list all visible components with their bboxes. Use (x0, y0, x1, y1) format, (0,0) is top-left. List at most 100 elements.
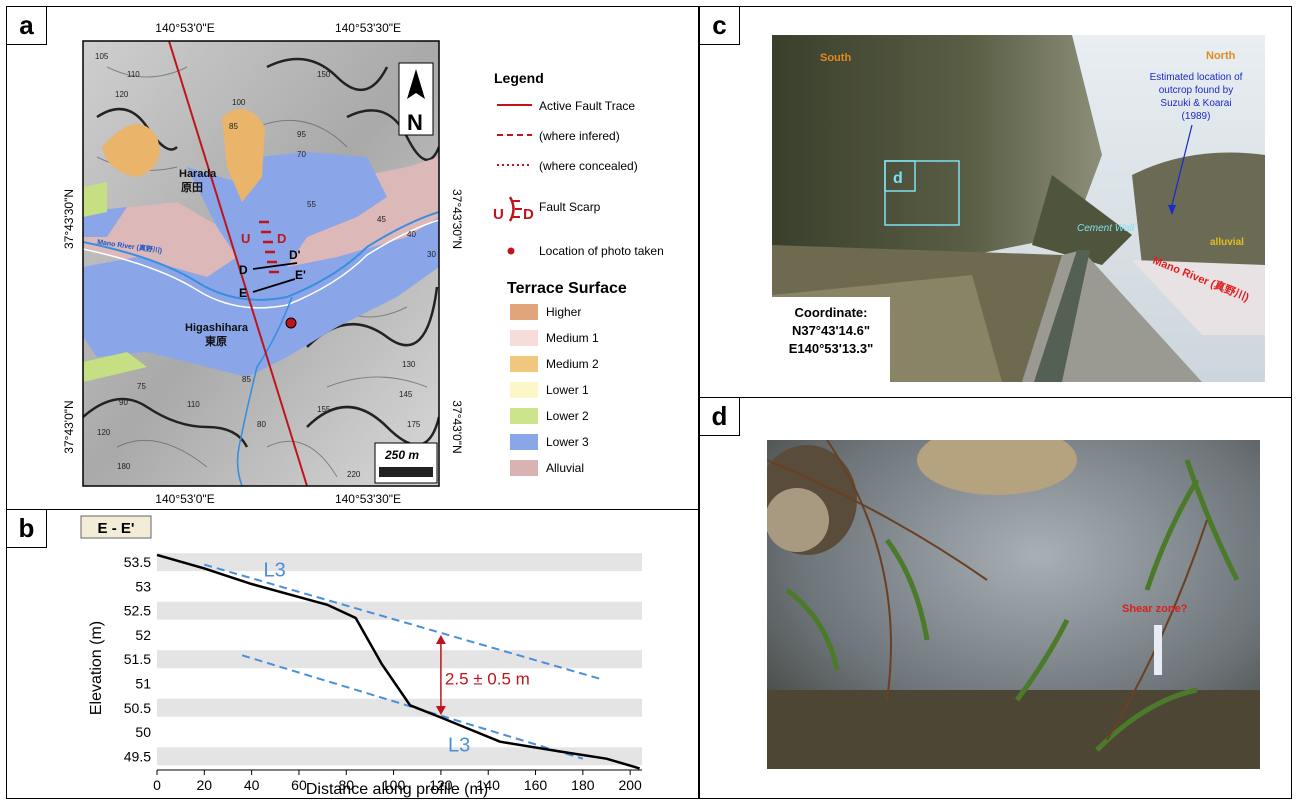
svg-text:Fault Scarp: Fault Scarp (539, 200, 601, 214)
panel-d: d Shear zone? (699, 397, 1292, 799)
y-axis-label: Elevation (m) (88, 621, 105, 715)
svg-text:D: D (523, 206, 534, 223)
tick-bottom-0: 140°53'0"E (155, 492, 214, 506)
section-line-dd (252, 262, 298, 270)
svg-text:Lower 2: Lower 2 (546, 409, 589, 423)
photo-d-note: Shear zone? (1122, 603, 1188, 615)
coordinate-box (772, 297, 890, 382)
svg-text:155: 155 (317, 405, 331, 414)
label-e: E (239, 286, 247, 300)
elevation-profile-chart: E - E' 0 20 40 60 80 100 120 140 160 180 200 53.5 5… (80, 515, 642, 798)
panel-label-a: a (7, 7, 47, 45)
grid-band (157, 698, 642, 717)
panel-c: c d South North Estimated location of ou… (699, 6, 1292, 399)
section-line-ee (252, 278, 296, 293)
photo-c-south: South (820, 52, 851, 64)
grid-band (157, 747, 642, 766)
y-tick-label: 51 (135, 675, 151, 691)
svg-text:30: 30 (427, 250, 436, 259)
arrow-head-up (435, 634, 446, 644)
panel-label-d: d (700, 398, 740, 436)
photo-c-cement-wall: Cement Wall (1077, 223, 1135, 234)
svg-text:175: 175 (407, 420, 421, 429)
svg-text:150: 150 (317, 70, 331, 79)
profile-box (80, 515, 152, 539)
svg-text:Estimated location of: Estimated location of (1150, 72, 1243, 83)
terrace-legend-items: Higher Medium 1 Medium 2 Lower 1 Lower 2… (510, 304, 599, 476)
tick-left-0: 37°43'30"N (62, 189, 76, 249)
x-tick-label: 200 (618, 777, 642, 793)
svg-text:145: 145 (399, 390, 413, 399)
svg-text:120: 120 (97, 428, 111, 437)
svg-text:110: 110 (187, 400, 200, 409)
svg-text:85: 85 (242, 375, 251, 384)
tick-top-1: 140°53'30"E (335, 21, 401, 35)
grid-band (157, 553, 642, 572)
svg-text:40: 40 (407, 230, 416, 239)
arrow-head-down (435, 706, 446, 716)
scarp-label-d: D (277, 231, 286, 246)
x-tick-label: 40 (244, 777, 260, 793)
svg-text:85: 85 (229, 122, 238, 131)
svg-text:105: 105 (95, 52, 109, 61)
profile-box-label: E - E' (98, 520, 135, 537)
x-tick-label: 140 (477, 777, 501, 793)
photo-c-north: North (1206, 50, 1236, 62)
offset-arrow (435, 634, 446, 716)
x-tick-label: 120 (429, 777, 453, 793)
place-higashihara: Higashihara (185, 322, 249, 334)
svg-text:180: 180 (117, 462, 131, 471)
label-d: D (239, 263, 248, 277)
inset-d-box (884, 160, 960, 226)
tick-right-0: 37°43'30"N (450, 189, 464, 249)
svg-text:70: 70 (297, 150, 306, 159)
x-tick-label: 180 (571, 777, 595, 793)
svg-text:outcrop found by: outcrop found by (1159, 85, 1234, 96)
grid-band (157, 601, 642, 620)
panel-label-b: b (7, 510, 47, 548)
place-harada-jp: 原田 (181, 181, 203, 194)
geologic-map: 105 110 120 95 70 85 100 150 55 45 40 30… (62, 21, 664, 506)
svg-text:Higher: Higher (546, 305, 581, 319)
field-photo-c: d South North Estimated location of outc… (772, 35, 1265, 382)
active-fault-trace (168, 41, 308, 486)
l3-upper-label: L3 (263, 560, 285, 582)
y-tick-label: 50 (135, 724, 151, 740)
svg-text:Active Fault Trace: Active Fault Trace (539, 99, 635, 113)
map-legend: Legend Active Fault Trace (where infered… (493, 70, 664, 476)
l3-fit-line-1 (241, 654, 584, 760)
profile-line (156, 553, 640, 770)
svg-text:Coordinate:: Coordinate: (795, 305, 868, 320)
x-tick-label: 160 (524, 777, 548, 793)
north-arrow-icon (407, 69, 425, 99)
photo-c-note: Estimated location of outcrop found by S… (1150, 72, 1243, 122)
y-tick-label: 49.5 (124, 748, 151, 764)
svg-text:U: U (493, 206, 504, 223)
lower3-area (83, 152, 439, 377)
tick-left-1: 37°43'0"N (62, 400, 76, 453)
x-tick-label: 100 (382, 777, 406, 793)
medium2-area-west (102, 124, 160, 177)
scale-pen (1154, 625, 1162, 675)
svg-text:100: 100 (232, 98, 246, 107)
x-axis-label: Distance along profile (m) (306, 781, 488, 798)
svg-text:Alluvial: Alluvial (546, 461, 584, 475)
svg-text:55: 55 (307, 200, 316, 209)
panel-b: b E - E' 0 20 40 60 80 100 120 140 160 180 200 53.… (6, 509, 699, 799)
photo-c-alluvial: alluvial (1210, 237, 1244, 248)
svg-text:E140°53'13.3": E140°53'13.3" (789, 341, 874, 356)
svg-text:(where concealed): (where concealed) (539, 159, 638, 173)
svg-text:75: 75 (137, 382, 146, 391)
ridge-lines (83, 57, 439, 448)
photo-location-marker (285, 317, 297, 329)
y-tick-label: 52.5 (124, 603, 151, 619)
svg-text:220: 220 (347, 470, 361, 479)
medium2-area-north (222, 109, 265, 202)
svg-text:Medium 2: Medium 2 (546, 357, 599, 371)
svg-text:80: 80 (257, 420, 266, 429)
tick-right-1: 37°43'0"N (450, 400, 464, 453)
y-tick-label: 52 (135, 627, 151, 643)
svg-text:130: 130 (402, 360, 416, 369)
svg-text:Location of photo taken: Location of photo taken (539, 244, 664, 258)
tree-canopy (772, 35, 1102, 295)
